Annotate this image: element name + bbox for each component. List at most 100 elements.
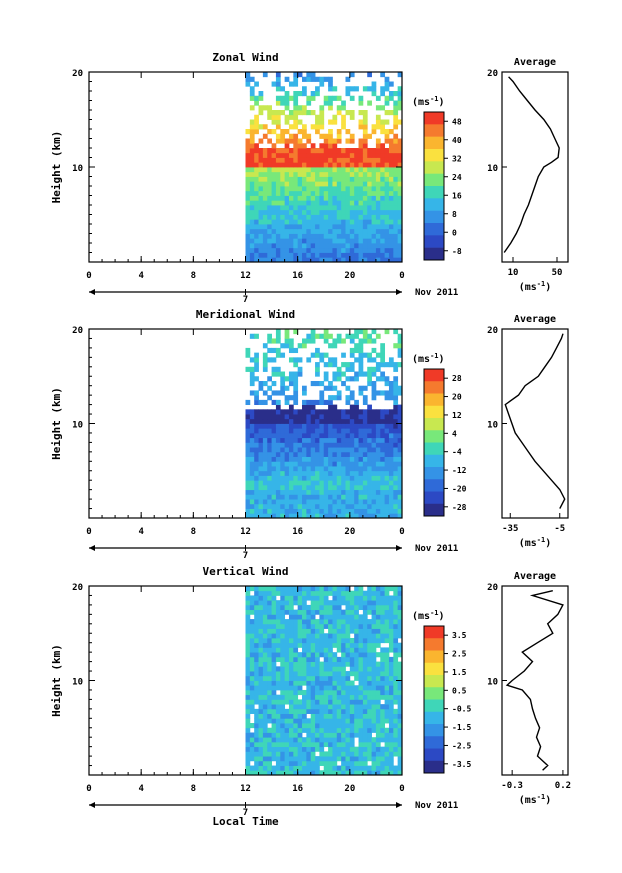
heatmap-cell <box>280 671 286 677</box>
heatmap-cell <box>388 456 394 462</box>
heatmap-cell <box>310 76 316 82</box>
heatmap-cell <box>367 746 372 752</box>
heatmap-cell <box>354 590 359 596</box>
heatmap-cell <box>332 238 338 244</box>
heatmap-cell <box>245 699 251 705</box>
heatmap-cell <box>384 257 390 263</box>
heatmap-cell <box>349 186 355 192</box>
heatmap-cell <box>384 499 390 505</box>
heatmap-cell <box>319 652 325 658</box>
heatmap-cell <box>367 423 372 429</box>
heatmap-cell <box>375 746 381 752</box>
heatmap-cell <box>367 451 372 457</box>
heatmap-cell <box>367 176 372 182</box>
heatmap-cell <box>254 689 259 696</box>
heatmap-cell <box>393 652 399 658</box>
heatmap-cell <box>271 694 277 700</box>
heatmap-cell <box>397 600 403 606</box>
heatmap-cell <box>254 243 259 249</box>
heatmap-cell <box>297 190 303 196</box>
heatmap-cell <box>284 162 290 168</box>
heatmap-cell <box>332 656 338 663</box>
heatmap-cell <box>315 171 320 177</box>
heatmap-cell <box>328 357 333 363</box>
heatmap-cell <box>302 409 307 415</box>
heatmap-cell <box>271 494 277 500</box>
heatmap-cell <box>293 380 299 387</box>
heatmap-cell <box>258 499 264 505</box>
heatmap-cell <box>358 171 364 177</box>
heatmap-cell <box>323 489 329 495</box>
heatmap-cell <box>284 228 290 234</box>
heatmap-cell <box>341 475 346 481</box>
heatmap-cell <box>345 727 351 733</box>
heatmap-cell <box>349 214 355 220</box>
heatmap-cell <box>397 718 403 724</box>
heatmap-cell <box>245 494 251 500</box>
heatmap-cell <box>245 666 251 672</box>
heatmap-cell <box>358 503 364 509</box>
heatmap-cell <box>345 713 351 719</box>
heatmap-cell <box>319 737 325 743</box>
heatmap-cell <box>284 595 290 601</box>
heatmap-cell <box>354 86 359 92</box>
heatmap-cell <box>284 475 290 481</box>
heatmap-cell <box>280 385 286 391</box>
heatmap-cell <box>349 470 355 476</box>
heatmap-cell <box>315 152 320 158</box>
heatmap-cell <box>349 390 355 396</box>
heatmap-cell <box>254 366 259 372</box>
heatmap-cell <box>310 741 316 748</box>
heatmap-cell <box>310 661 316 667</box>
heatmap-cell <box>302 124 307 130</box>
heatmap-cell <box>345 171 351 177</box>
heatmap-cell <box>375 718 381 724</box>
heatmap-cell <box>328 200 333 206</box>
heatmap-cell <box>349 513 355 519</box>
heatmap-cell <box>271 727 277 733</box>
heatmap-cell <box>319 489 325 495</box>
heatmap-cell <box>384 727 390 733</box>
heatmap-cell <box>371 190 377 196</box>
heatmap-cell <box>306 148 312 154</box>
heatmap-cell <box>362 614 368 620</box>
heatmap-cell <box>249 418 255 424</box>
heatmap-cell <box>362 499 368 505</box>
heatmap-cell <box>267 224 272 230</box>
heatmap-cell <box>323 741 329 748</box>
heatmap-cell <box>323 157 329 163</box>
heatmap-cell <box>345 162 351 168</box>
heatmap-cell <box>397 338 403 344</box>
heatmap-cell <box>328 647 333 653</box>
heatmap-cell <box>288 718 294 724</box>
heatmap-cell <box>349 475 355 481</box>
average-y-tick-label: 20 <box>487 583 498 593</box>
heatmap-cell <box>375 119 381 125</box>
heatmap-cell <box>358 652 364 658</box>
heatmap-cell <box>245 633 251 639</box>
heatmap-cell <box>288 186 294 192</box>
heatmap-cell <box>328 666 333 672</box>
heatmap-cell <box>367 694 372 700</box>
heatmap-cell <box>271 623 277 629</box>
heatmap-cell <box>275 741 281 748</box>
heatmap-cell <box>267 114 272 120</box>
heatmap-cell <box>375 228 381 234</box>
heatmap-cell <box>319 628 325 634</box>
panel-title: Meridional Wind <box>196 308 295 321</box>
heatmap-cell <box>306 451 312 457</box>
heatmap-cell <box>323 214 329 220</box>
heatmap-cell <box>397 100 403 106</box>
heatmap-cell <box>341 352 346 358</box>
heatmap-cell <box>375 713 381 719</box>
heatmap-cell <box>384 746 390 752</box>
heatmap-cell <box>384 466 390 472</box>
heatmap-cell <box>336 105 342 111</box>
heatmap-cell <box>245 503 251 509</box>
heatmap-cell <box>258 623 264 629</box>
heatmap-cell <box>328 238 333 244</box>
heatmap-cell <box>288 176 294 182</box>
heatmap-cell <box>341 770 346 776</box>
heatmap-cell <box>284 480 290 486</box>
heatmap-cell <box>332 756 338 762</box>
